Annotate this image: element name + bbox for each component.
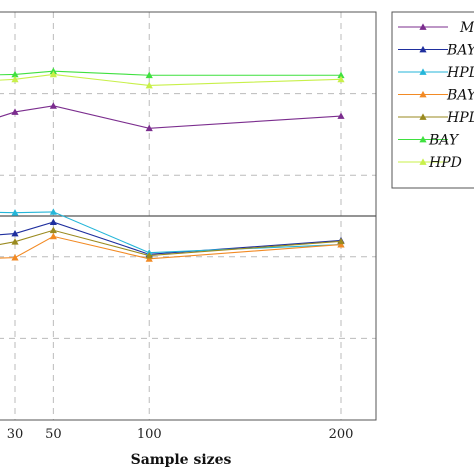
data-point-marker [145,71,153,79]
data-point-marker [337,240,345,248]
data-point-marker [337,75,345,83]
plot-frame [0,11,377,421]
data-point-marker [49,232,57,240]
legend-item: BAY [398,43,474,59]
data-point-marker [145,251,153,259]
data-point-marker [11,70,19,78]
legend-item: M [398,20,474,36]
data-point-marker [49,102,57,109]
series-line [0,235,342,260]
legend-label: HPD [428,155,462,171]
series-6 [0,70,345,89]
data-point-marker [337,112,345,119]
data-point-marker [419,113,427,120]
legend-item: HPD [398,155,462,171]
legend-label: M [459,20,474,36]
data-point-marker [11,209,19,216]
legend-label: BAY [428,133,460,149]
data-point-marker [145,124,153,132]
data-point-marker [11,108,19,115]
data-point-marker [145,81,153,89]
data-point-marker [49,208,57,215]
data-point-marker [337,71,345,79]
data-point-marker [11,75,19,83]
data-point-marker [419,90,427,98]
data-point-marker [419,45,427,53]
series-line [0,105,342,129]
legend-label: BAY [446,43,474,59]
data-point-marker [49,226,57,234]
data-point-marker [11,254,19,261]
series-group [0,67,345,262]
legend-label: HPD [446,65,474,81]
data-point-marker [419,158,427,165]
legend-label: HPD [446,110,474,126]
series-3 [0,232,345,262]
data-point-marker [419,68,427,75]
x-axis-label: Sample sizes [131,452,232,468]
data-point-marker [337,237,345,245]
data-point-marker [11,229,19,237]
data-point-marker [49,67,57,75]
data-point-marker [145,255,153,262]
legend: M BAY HPD BAY HPD BAY HPD [391,11,474,189]
data-point-marker [419,135,427,143]
legend-item: HPD [398,110,474,126]
data-point-marker [419,23,427,30]
data-point-marker [49,70,57,78]
x-tick-label: 100 [137,427,162,442]
legend-box [391,11,474,189]
data-point-marker [11,238,19,245]
legend-item: BAY [398,133,460,149]
series-4 [0,226,345,259]
x-tick-label: 200 [329,427,354,442]
x-tick-labels: 30 50 100 200 [7,427,354,442]
x-tick-label: 30 [7,427,24,442]
data-point-marker [49,218,57,225]
legend-item: BAY [398,88,474,104]
x-tick-label: 50 [45,427,62,442]
legend-item: HPD [398,65,474,81]
legend-label: BAY [446,88,474,104]
series-0 [0,102,345,132]
